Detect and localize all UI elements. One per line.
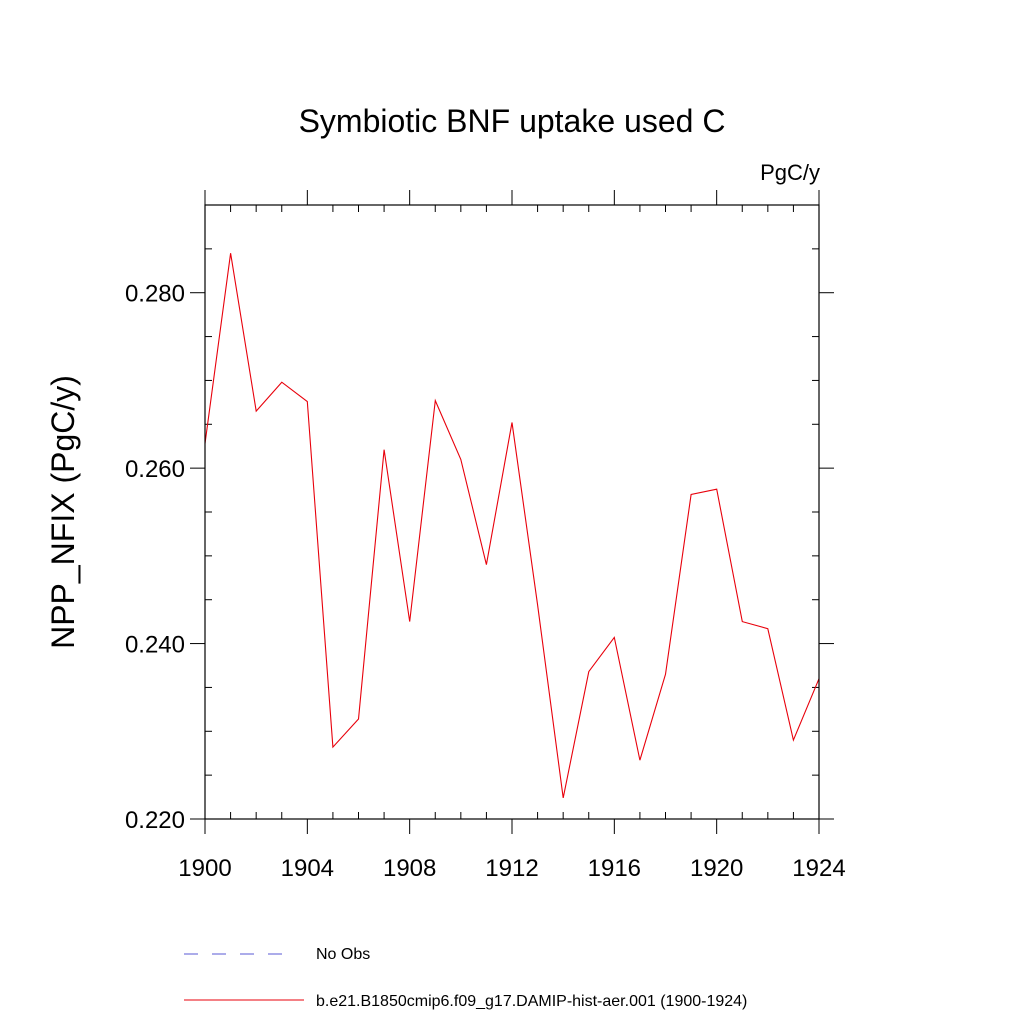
series-line xyxy=(204,253,820,799)
chart-title: Symbiotic BNF uptake used C xyxy=(299,103,726,139)
x-tick-label: 1900 xyxy=(178,855,231,882)
x-tick-label: 1908 xyxy=(383,855,436,882)
legend-no-obs-label: No Obs xyxy=(316,946,370,963)
y-tick-label: 0.220 xyxy=(125,807,185,834)
series-lines xyxy=(204,253,820,799)
tick-labels: 1900 1904 1908 1912 1916 1920 1924 0.220 0.240 0.… xyxy=(125,281,846,882)
y-tick-label: 0.280 xyxy=(125,281,185,308)
y-axis-label: NPP_NFIX (PgC/y) xyxy=(45,375,81,649)
x-tick-label: 1920 xyxy=(690,855,743,882)
legend: No Obs b.e21.B1850cmip6.f09_g17.DAMIP-hi… xyxy=(184,946,747,1010)
legend-series-label: b.e21.B1850cmip6.f09_g17.DAMIP-hist-aer.… xyxy=(316,993,747,1010)
y-tick-label: 0.260 xyxy=(125,456,185,483)
x-tick-label: 1912 xyxy=(485,855,538,882)
axis-ticks xyxy=(190,190,834,834)
units-label: PgC/y xyxy=(760,160,820,185)
plot-frame xyxy=(204,204,820,820)
x-tick-label: 1924 xyxy=(792,855,845,882)
x-tick-label: 1904 xyxy=(281,855,334,882)
x-tick-label: 1916 xyxy=(588,855,641,882)
y-tick-label: 0.240 xyxy=(125,632,185,659)
